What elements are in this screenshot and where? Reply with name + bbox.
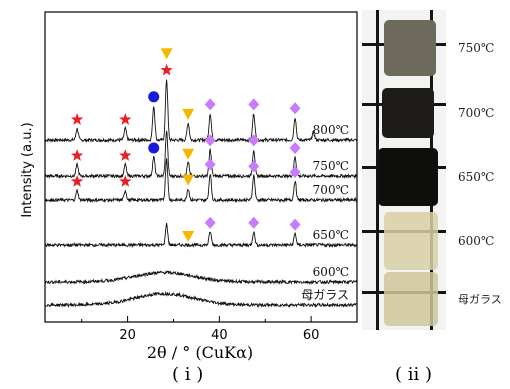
marker-star [119, 149, 132, 161]
panel-label-i: ( i ) [172, 364, 204, 385]
marker-diamond [204, 216, 216, 229]
xrd-chart: 800℃ 750℃ 700℃ 650℃ 600℃ 母ガラス 20 40 60 Intensit… [20, 11, 358, 362]
series-label: 700℃ [313, 183, 349, 197]
marker-diamond [248, 160, 260, 173]
xrd-series-line [44, 223, 357, 249]
y-axis-label: Intensity (a.u.) [20, 122, 35, 217]
series-label: 750℃ [313, 159, 349, 173]
panel-label-ii: ( ii ) [395, 364, 433, 385]
sample-label: 700℃ [458, 106, 494, 120]
marker-diamond [204, 134, 216, 147]
series-label: 800℃ [313, 123, 349, 137]
marker-diamond [248, 216, 260, 229]
plot-frame [44, 11, 358, 323]
xrd-series-line [44, 270, 357, 286]
marker-triangle [182, 148, 195, 160]
marker-circle [148, 142, 160, 154]
xrd-series-line [44, 79, 357, 144]
marker-triangle [160, 48, 173, 60]
marker-diamond [204, 98, 216, 111]
series-label: 650℃ [313, 228, 349, 242]
marker-diamond [289, 102, 301, 115]
marker-triangle [182, 231, 195, 242]
marker-star [119, 175, 132, 187]
sample-photo-panel: 750℃ 700℃ 650℃ 600℃ 母ガラス [358, 8, 508, 333]
sample-label: 750℃ [458, 41, 494, 55]
marker-star [70, 113, 84, 125]
marker-star [160, 63, 173, 76]
marker-circle [148, 91, 160, 103]
series-label: 母ガラス [301, 288, 349, 302]
sample-photo: 750℃ 700℃ 650℃ 600℃ 母ガラス [358, 8, 508, 333]
grid-line-vertical [376, 10, 379, 330]
marker-triangle [182, 108, 195, 120]
marker-diamond [289, 218, 301, 231]
marker-star [70, 149, 84, 161]
x-tick-label: 40 [211, 328, 228, 343]
sample-label: 650℃ [458, 170, 494, 184]
marker-triangle [182, 174, 195, 186]
marker-diamond [248, 134, 260, 147]
glass-sample [384, 20, 436, 76]
x-tick-label: 20 [119, 328, 136, 343]
marker-diamond [289, 142, 301, 154]
glass-sample [378, 148, 438, 206]
marker-diamond [204, 158, 216, 171]
x-axis-label: 2θ / ° (CuKα) [147, 343, 253, 362]
marker-diamond [289, 166, 301, 178]
series-label: 600℃ [313, 265, 349, 279]
xrd-series-line [44, 158, 357, 204]
xrd-series-line [44, 130, 357, 180]
x-tick-label: 60 [303, 328, 320, 343]
marker-star [70, 175, 84, 187]
sample-label: 母ガラス [458, 293, 502, 306]
sample-label: 600℃ [458, 234, 494, 248]
marker-diamond [248, 98, 260, 111]
xrd-series-line [44, 290, 357, 309]
glass-sample [384, 212, 438, 270]
glass-sample [384, 272, 438, 326]
glass-sample [382, 88, 434, 138]
marker-star [119, 113, 132, 125]
